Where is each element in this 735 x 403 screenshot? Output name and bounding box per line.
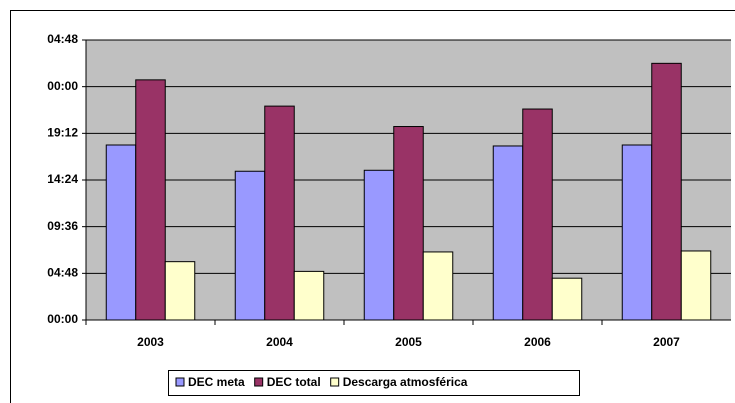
x-tick-label: 2006: [524, 335, 551, 349]
bar: [234, 170, 266, 321]
y-tick-label: 00:00: [47, 312, 78, 326]
x-tick-label: 2007: [653, 335, 680, 349]
bar: [105, 144, 137, 321]
legend-swatch: [330, 377, 340, 387]
bar: [164, 261, 196, 321]
legend-label: DEC meta: [188, 375, 245, 389]
legend-swatch: [254, 377, 264, 387]
bar: [363, 169, 395, 321]
y-tick-label: 14:24: [47, 172, 78, 186]
bar: [422, 251, 454, 321]
legend-swatch: [175, 377, 185, 387]
x-tick-label: 2003: [137, 335, 164, 349]
y-tick-label: 04:48: [47, 32, 78, 46]
x-tick-label: 2005: [395, 335, 422, 349]
y-tick-label: 09:36: [47, 219, 78, 233]
bar: [492, 145, 524, 321]
bar: [680, 250, 712, 321]
y-tick-label: 19:12: [47, 126, 78, 140]
legend-box: [168, 370, 580, 396]
bar: [551, 277, 583, 321]
y-tick-label: 00:00: [47, 79, 78, 93]
bar: [135, 79, 166, 321]
bar: [264, 105, 295, 321]
bar: [393, 126, 424, 321]
legend-label: Descarga atmosférica: [343, 375, 468, 389]
y-tick-label: 04:48: [47, 266, 78, 280]
bar: [651, 62, 682, 321]
bar: [293, 270, 325, 321]
legend-label: DEC total: [267, 375, 321, 389]
x-tick-label: 2004: [266, 335, 293, 349]
bar: [621, 144, 653, 321]
bar: [522, 108, 553, 321]
